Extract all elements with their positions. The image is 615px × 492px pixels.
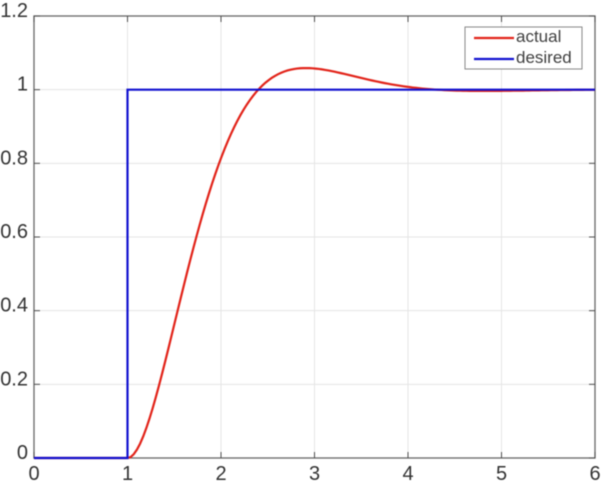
svg-text:desired: desired <box>516 48 572 67</box>
svg-text:1.2: 1.2 <box>0 0 28 22</box>
svg-text:4: 4 <box>402 463 413 485</box>
svg-text:0.6: 0.6 <box>0 221 28 243</box>
svg-text:1: 1 <box>122 463 133 485</box>
svg-text:0: 0 <box>17 442 28 464</box>
svg-text:0: 0 <box>28 463 39 485</box>
svg-text:1: 1 <box>17 74 28 96</box>
svg-text:actual: actual <box>516 27 561 46</box>
svg-text:2: 2 <box>215 463 226 485</box>
svg-text:3: 3 <box>309 463 320 485</box>
svg-text:0.8: 0.8 <box>0 147 28 169</box>
svg-text:5: 5 <box>496 463 507 485</box>
svg-text:0.4: 0.4 <box>0 295 28 317</box>
svg-text:6: 6 <box>589 463 600 485</box>
svg-text:0.2: 0.2 <box>0 368 28 390</box>
